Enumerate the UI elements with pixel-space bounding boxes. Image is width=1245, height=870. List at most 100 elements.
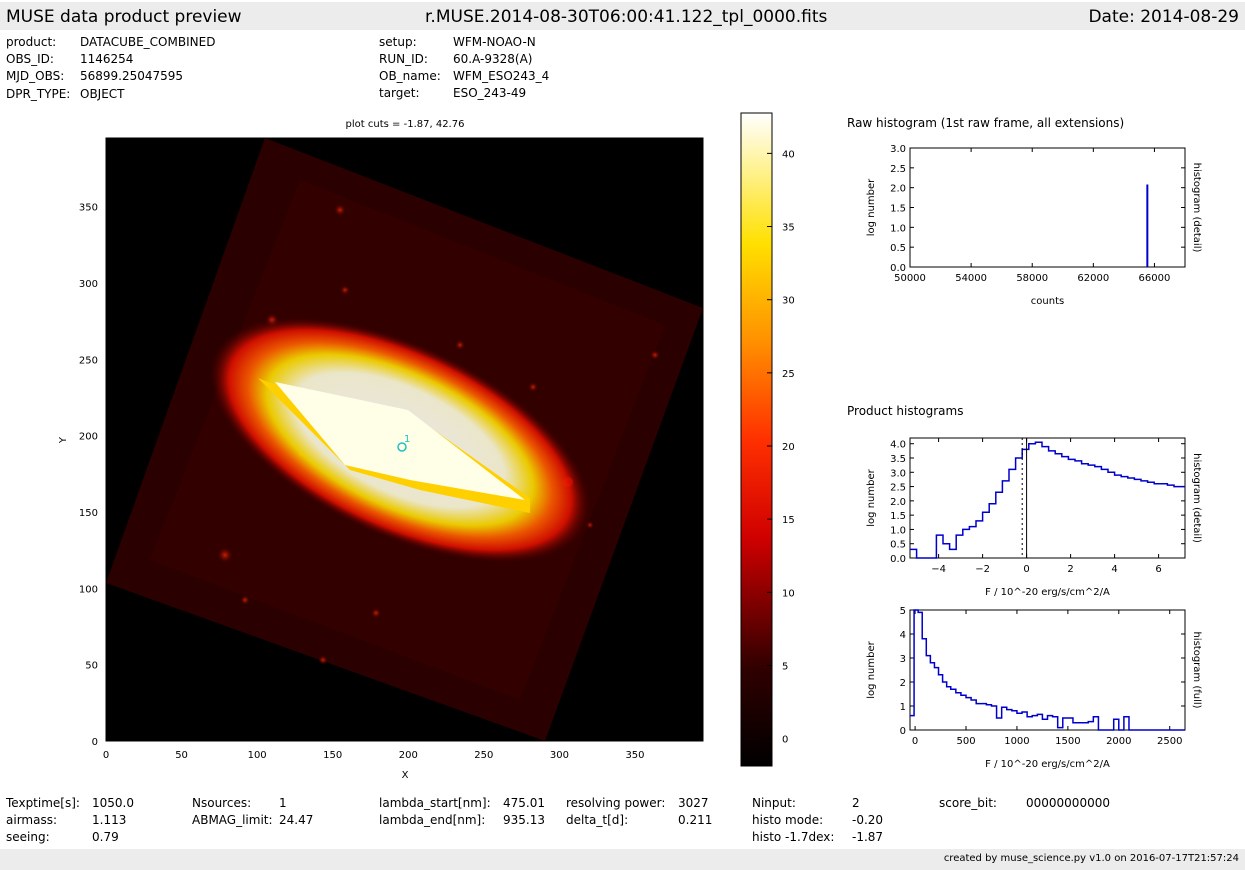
colorbar: 0 5 10 15 20 25 30 35 40 [740, 112, 795, 767]
footer-text: created by muse_science.py v1.0 on 2016-… [943, 853, 1239, 864]
y-tick-label: 250 [79, 355, 98, 366]
x-axis-label: counts [1031, 296, 1064, 307]
info-value: 1146254 [80, 52, 134, 66]
y-tick-label: 50 [85, 661, 98, 672]
stat-label: airmass: [6, 813, 57, 827]
stat-value: 0.79 [92, 830, 119, 844]
x-tick-label: 50 [175, 750, 188, 761]
x-tick-label: 2 [1067, 564, 1073, 575]
x-tick-label: −2 [975, 564, 990, 575]
star-spot [334, 204, 346, 216]
x-tick-label: 350 [625, 750, 644, 761]
x-tick-label: 66000 [1139, 273, 1171, 284]
y-tick-label: 0.5 [890, 540, 906, 551]
stat-label: histo mode: [752, 813, 824, 827]
source-marker [397, 442, 407, 452]
stat-value: 00000000000 [1026, 796, 1110, 810]
y-tick-label: 200 [79, 432, 98, 443]
star-spot [455, 340, 465, 350]
star-spot [586, 521, 594, 529]
file-name: r.MUSE.2014-08-30T06:00:41.122_tpl_0000.… [425, 7, 828, 27]
y-ticks: 0 50 100 150 200 250 300 350 [79, 203, 110, 748]
y-tick-label: 300 [79, 279, 98, 290]
stat-label: ABMAG_limit: [192, 813, 273, 827]
info-label: RUN_ID: [379, 52, 428, 66]
x-tick-label: 2000 [1106, 736, 1131, 747]
stat-label: lambda_end[nm]: [379, 813, 486, 827]
stat-value: 2 [852, 796, 860, 810]
y-tick-label: 0.5 [890, 243, 906, 254]
y-axis-label: Y [58, 436, 69, 444]
x-tick-label: 0 [103, 750, 109, 761]
y-tick-label: 0.0 [890, 263, 906, 274]
info-value: 56899.25047595 [80, 69, 184, 83]
right-axis-label: histogram (detail) [1191, 453, 1202, 543]
stat-label: seeing: [6, 830, 50, 844]
plot-frame [909, 147, 1186, 268]
report-title: MUSE data product preview [6, 7, 242, 27]
plot-frame [909, 437, 1186, 559]
colorbar-tick-label: 20 [782, 442, 795, 453]
image-frame [105, 137, 704, 742]
colorbar-tick-label: 15 [782, 515, 795, 526]
y-axis-label: log number [866, 640, 877, 698]
y-tick-label: 0 [92, 737, 98, 748]
x-tick-label: 0 [1023, 564, 1029, 575]
x-axis-label: X [402, 770, 409, 781]
y-tick-label: 350 [79, 203, 98, 214]
x-tick-label: 300 [550, 750, 569, 761]
x-tick-label: 0 [912, 736, 918, 747]
colorbar-tick-label: 10 [782, 588, 795, 599]
colorbar-tick-label: 40 [782, 149, 795, 160]
stat-value: 24.47 [279, 813, 314, 827]
report-date: Date: 2014-08-29 [1088, 7, 1239, 27]
x-tick-label: 150 [323, 750, 342, 761]
stat-value: 3027 [678, 796, 709, 810]
y-tick-label: 1.0 [890, 223, 906, 234]
title-bar: MUSE data product preview r.MUSE.2014-08… [0, 2, 1245, 30]
colorbar-tick-label: 5 [782, 661, 788, 672]
stat-value: 1 [279, 796, 287, 810]
star-spot [650, 350, 660, 360]
stat-value: 1050.0 [92, 796, 134, 810]
info-value: WFM_ESO243_4 [453, 69, 550, 83]
y-tick-label: 100 [79, 584, 98, 595]
x-tick-label: 50000 [894, 273, 926, 284]
info-label: OB_name: [379, 69, 441, 83]
x-axis-label: F / 10^-20 erg/s/cm^2/A [985, 587, 1110, 598]
stat-value: -0.20 [852, 813, 884, 827]
y-tick-label: 2.0 [890, 497, 906, 508]
star-spot [217, 547, 233, 563]
stat-label: lambda_start[nm]: [379, 796, 491, 810]
x-tick-label: 100 [248, 750, 267, 761]
star-spot [240, 595, 250, 605]
y-tick-label: 0 [900, 726, 906, 737]
colorbar-tick-label: 35 [782, 223, 795, 234]
info-value: ESO_243-49 [453, 86, 527, 100]
colorbar-ticks: 0 5 10 15 20 25 30 35 40 [767, 149, 795, 746]
star-spot [340, 285, 350, 295]
info-value: 60.A-9328(A) [453, 52, 533, 66]
info-value: OBJECT [80, 87, 125, 101]
info-label: target: [379, 86, 420, 100]
stat-label: histo -1.7dex: [752, 830, 835, 844]
x-tick-label: −4 [931, 564, 946, 575]
y-tick-label: 1.0 [890, 525, 906, 536]
stat-label: Texptime[s]: [6, 796, 80, 810]
plot-frame [909, 609, 1186, 731]
x-tick-label: 6 [1155, 564, 1161, 575]
star-spot [528, 382, 538, 392]
stat-value: 935.13 [503, 813, 545, 827]
raw-histogram: 50000 54000 58000 62000 66000 0.0 0.5 1.0 1.5 2.0… [866, 144, 1202, 307]
star-spot [318, 655, 328, 665]
y-tick-label: 150 [79, 508, 98, 519]
info-label: OBS_ID: [6, 52, 54, 66]
image-panel: 1 plot cuts = -1.87, 42.76 X Y 0 50 100 150… [58, 119, 704, 781]
x-tick-label: 200 [399, 750, 418, 761]
right-axis-label: histogram (full) [1191, 631, 1202, 708]
footer-bar: created by muse_science.py v1.0 on 2016-… [0, 849, 1245, 870]
product-histogram-full: 0 500 1000 1500 2000 2500 0 1 2 3 4 5 F / 10^-20 erg… [866, 606, 1202, 770]
colorbar-tick-label: 0 [782, 735, 788, 746]
x-tick-label: 500 [956, 736, 975, 747]
